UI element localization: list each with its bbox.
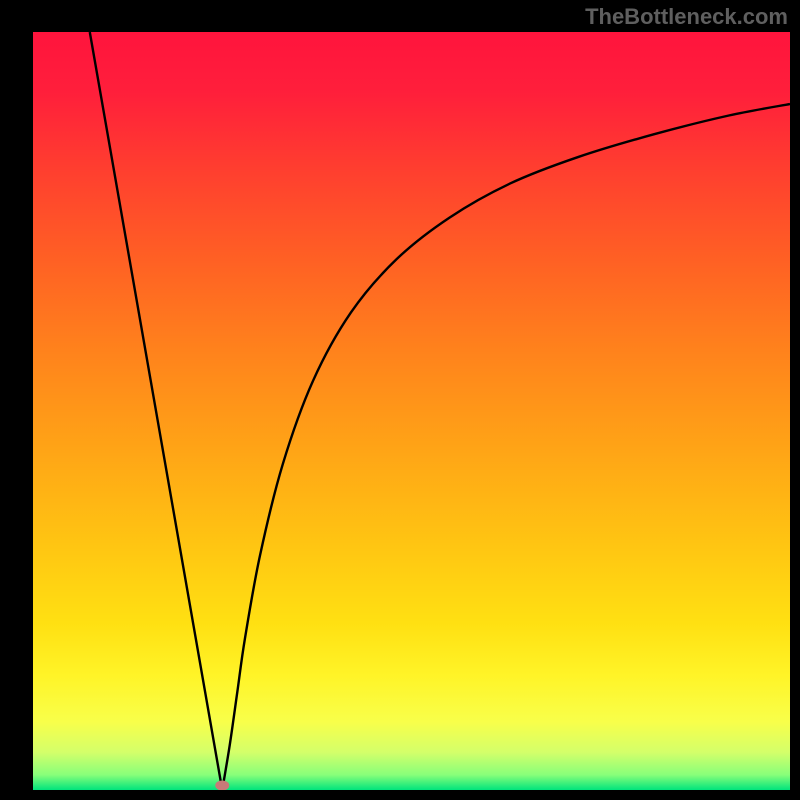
chart-svg (33, 32, 790, 790)
minimum-marker (215, 780, 229, 790)
watermark-text: TheBottleneck.com (585, 4, 788, 30)
gradient-background (33, 32, 790, 790)
plot-area (33, 32, 790, 790)
chart-frame: TheBottleneck.com (0, 0, 800, 800)
